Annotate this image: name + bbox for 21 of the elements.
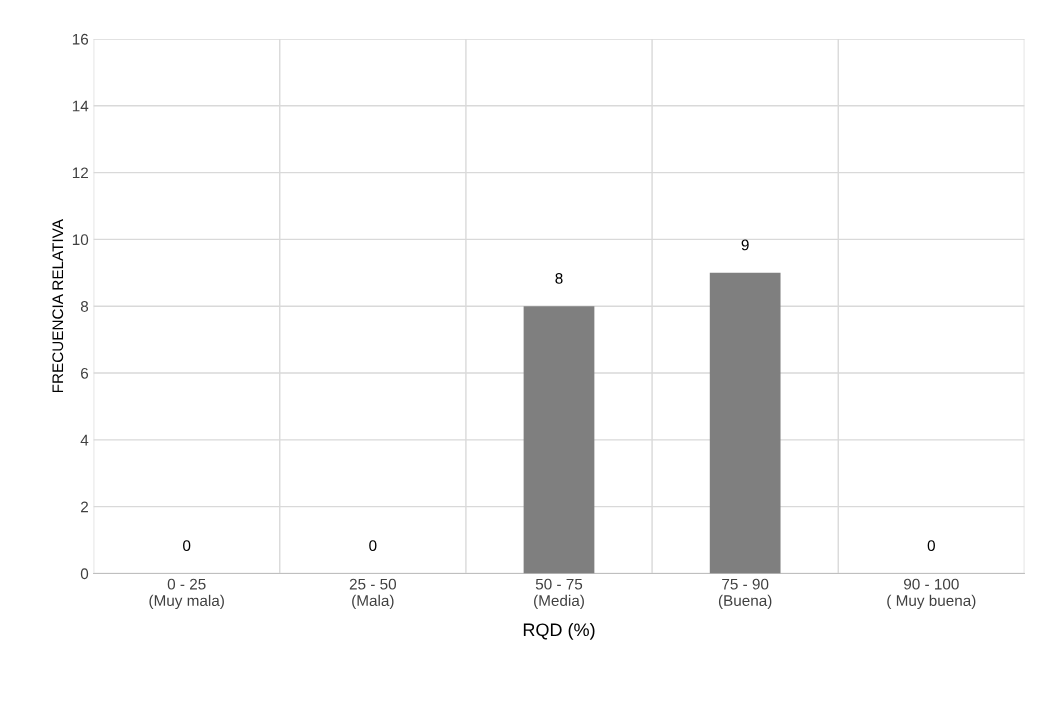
data-label: 0 <box>927 540 935 552</box>
x-tick-label: 90 - 100 ( Muy buena) <box>887 578 976 610</box>
y-tick-label: 12 <box>72 167 88 179</box>
data-label: 0 <box>369 540 377 552</box>
x-axis-title: RQD (%) <box>523 622 595 640</box>
x-tick-label: 50 - 75 (Media) <box>534 578 584 610</box>
data-label: 9 <box>741 239 749 251</box>
data-label: 0 <box>183 540 191 552</box>
data-label: 8 <box>555 272 563 284</box>
x-tick-label: 25 - 50 (Mala) <box>349 578 397 610</box>
y-tick-label: 14 <box>72 100 89 112</box>
y-tick-label: 0 <box>80 568 89 580</box>
y-axis-title: FRECUENCIA RELATIVA <box>52 219 64 393</box>
y-tick-label: 4 <box>80 434 89 446</box>
y-tick-label: 10 <box>72 234 89 246</box>
y-tick-label: 16 <box>72 33 89 45</box>
y-tick-label: 2 <box>81 501 88 513</box>
y-tick-label: 6 <box>81 367 89 379</box>
y-tick-label: 8 <box>80 301 89 312</box>
x-tick-label: 0 - 25 (Muy mala) <box>149 578 224 610</box>
x-tick-label: 75 - 90 (Buena) <box>718 578 772 610</box>
